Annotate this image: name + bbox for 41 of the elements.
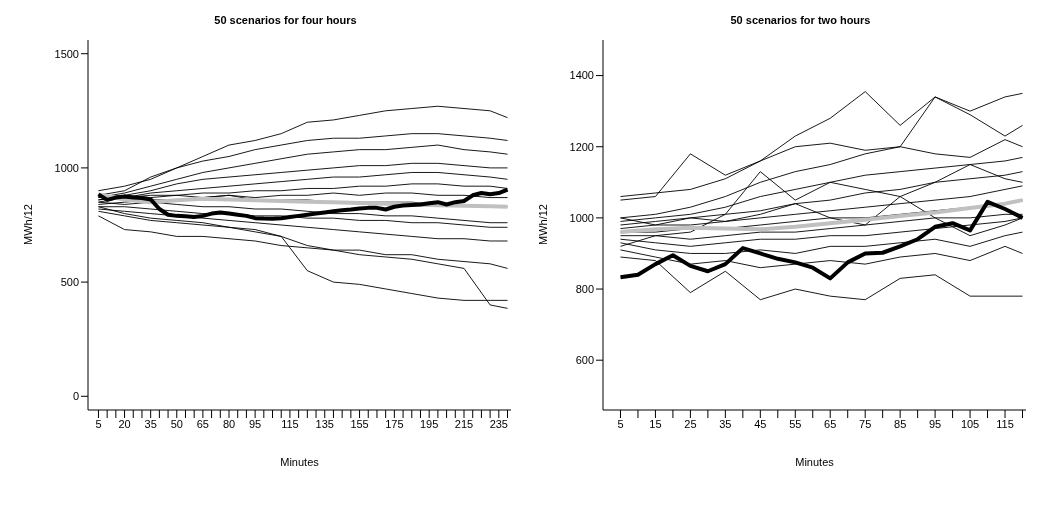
x-tick-label: 215 xyxy=(454,417,474,430)
x-axis-title: Minutes xyxy=(795,456,835,468)
x-tick-label: 45 xyxy=(754,417,767,430)
x-tick-label: 195 xyxy=(420,417,439,430)
x-tick-label: 135 xyxy=(315,417,334,430)
x-tick-label: 65 xyxy=(824,417,837,430)
x-axis-title: Minutes xyxy=(280,456,320,468)
y-tick-label: 1400 xyxy=(569,69,594,82)
y-axis-title: MWh/12 xyxy=(21,204,34,245)
x-tick-label: 25 xyxy=(684,417,697,430)
y-tick-label: 800 xyxy=(575,282,594,295)
x-tick-label: 20 xyxy=(118,417,131,430)
y-tick-label: 1000 xyxy=(54,161,79,174)
x-tick-label: 155 xyxy=(350,417,369,430)
x-tick-label: 85 xyxy=(894,417,907,430)
y-tick-label: 1200 xyxy=(569,140,594,153)
x-tick-label: 55 xyxy=(789,417,802,430)
x-tick-label: 5 xyxy=(95,417,102,430)
x-tick-label: 15 xyxy=(649,417,662,430)
x-tick-label: 175 xyxy=(385,417,404,430)
x-tick-label: 35 xyxy=(144,417,157,430)
chart-title: 50 scenarios for four hours xyxy=(213,14,358,28)
x-tick-label: 50 xyxy=(170,417,183,430)
y-tick-label: 600 xyxy=(575,354,594,367)
x-tick-label: 35 xyxy=(719,417,732,430)
x-tick-label: 115 xyxy=(996,417,1014,430)
x-tick-label: 235 xyxy=(489,417,508,430)
chart-title: 50 scenarios for two hours xyxy=(729,14,872,28)
x-tick-label: 5 xyxy=(617,417,624,430)
y-tick-label: 1000 xyxy=(569,211,594,224)
x-tick-label: 115 xyxy=(281,417,299,430)
x-tick-label: 105 xyxy=(960,417,980,430)
x-tick-label: 75 xyxy=(859,417,872,430)
y-axis-title: MWh/12 xyxy=(536,204,549,245)
x-tick-label: 95 xyxy=(928,417,942,430)
x-tick-label: 80 xyxy=(222,417,236,430)
y-tick-label: 0 xyxy=(72,390,79,403)
y-tick-label: 500 xyxy=(60,276,79,288)
x-tick-label: 95 xyxy=(248,417,262,430)
y-tick-label: 1500 xyxy=(54,47,79,60)
x-tick-label: 65 xyxy=(196,417,210,430)
